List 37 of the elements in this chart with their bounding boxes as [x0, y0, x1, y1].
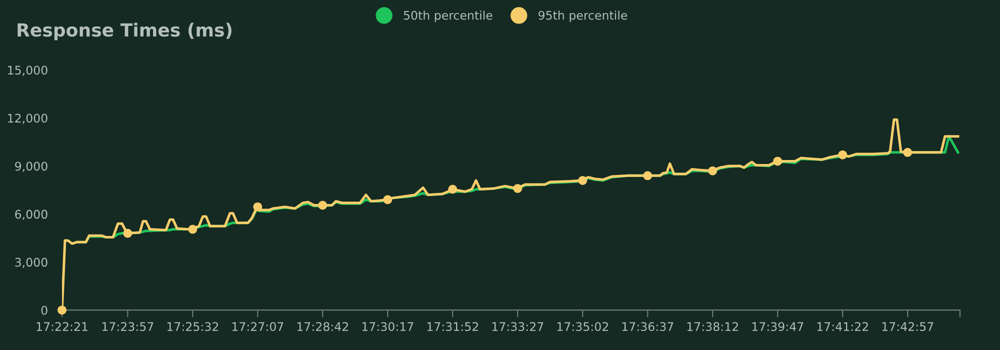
point	[773, 156, 782, 166]
chart-title: Response Times (ms)	[18, 22, 232, 40]
point	[188, 224, 198, 234]
y-tick-label: 12,000	[8, 114, 48, 124]
point	[708, 166, 718, 176]
y-tick-label: 0	[41, 306, 48, 315]
x-tick-label: 17:41:22	[817, 322, 868, 331]
x-tick-label: 17:42:57	[882, 322, 934, 332]
x-tick-label: 17:33:27	[492, 322, 544, 332]
y-tick-label: 9,000	[15, 162, 48, 172]
legend-label: 95th percentile	[538, 10, 628, 22]
point	[578, 176, 588, 185]
x-tick-label: 17:36:37	[622, 322, 674, 332]
point	[383, 195, 392, 204]
legend-label: 50th percentile	[404, 10, 492, 22]
y-tick-label: 15,000	[8, 66, 48, 76]
x-tick-label: 17:38:12	[687, 322, 738, 332]
point	[643, 171, 652, 180]
point	[58, 306, 66, 315]
x-tick-label: 17:22:21	[36, 322, 88, 331]
point	[448, 184, 458, 194]
x-tick-label: 17:31:52	[427, 322, 478, 332]
x-tick-label: 17:27:07	[232, 322, 284, 332]
x-tick-label: 17:25:32	[167, 322, 218, 332]
x-tick-label: 17:28:42	[297, 322, 348, 332]
x-tick-label: 17:35:02	[557, 322, 608, 332]
x-tick-label: 17:30:17	[362, 322, 414, 332]
point	[253, 202, 262, 212]
x-tick-label: 17:23:57	[102, 322, 154, 332]
y-tick-label: 3,000	[15, 258, 48, 268]
x-tick-label: 17:39:47	[752, 322, 804, 332]
point	[318, 200, 328, 210]
point	[838, 150, 848, 160]
point	[123, 228, 132, 238]
y-tick-label: 6,000	[15, 210, 48, 220]
point	[903, 148, 912, 157]
point	[513, 184, 522, 193]
